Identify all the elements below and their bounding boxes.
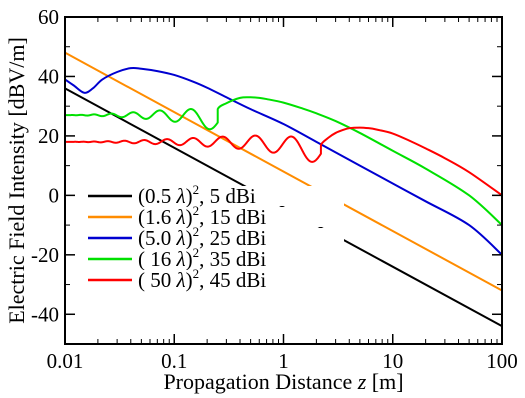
legend-entry-label: (1.6 λ)2, 15 dBi bbox=[138, 203, 266, 229]
legend-label-part: ) bbox=[186, 226, 193, 250]
legend-label-superscript: 2 bbox=[193, 245, 200, 260]
legend-label-part: ) bbox=[186, 205, 193, 229]
legend-entry-label: (5.0 λ)2, 25 dBi bbox=[138, 224, 266, 250]
legend-label-superscript: 2 bbox=[193, 203, 200, 218]
x-tick-label: 1 bbox=[278, 349, 289, 373]
legend-label-gain: , 45 dBi bbox=[199, 268, 266, 292]
y-tick-label: 0 bbox=[49, 183, 60, 207]
y-tick-label: 40 bbox=[38, 64, 59, 88]
plot-frame bbox=[64, 16, 503, 345]
legend-label-part: λ bbox=[176, 268, 186, 292]
x-axis-title-text: Propagation Distance bbox=[163, 369, 357, 394]
legend-label-part: λ bbox=[176, 184, 186, 208]
series-line-2 bbox=[65, 51, 502, 292]
legend-label-part: λ bbox=[176, 205, 186, 229]
legend-label-part: ) bbox=[186, 184, 193, 208]
legend-label-part: λ bbox=[176, 226, 186, 250]
legend-label-part: (5.0 bbox=[138, 226, 177, 250]
axis-ticks: 0.01 0.1 1 10 100 -40 -20 0 20 40 60 bbox=[31, 5, 518, 373]
x-tick-label: 0.1 bbox=[161, 349, 187, 373]
legend-entry-bg bbox=[86, 228, 344, 248]
legend-entry-bg bbox=[86, 207, 344, 227]
legend-label-part: ( 50 bbox=[138, 268, 177, 292]
x-axis-title-variable: z bbox=[357, 369, 367, 394]
x-axis-title-unit: [m] bbox=[366, 369, 403, 394]
legend-label-part: λ bbox=[176, 247, 186, 271]
x-tick-label: 10 bbox=[382, 349, 403, 373]
legend-label-superscript: 2 bbox=[193, 182, 200, 197]
y-tick-label: -20 bbox=[31, 243, 59, 267]
y-tick-label: 60 bbox=[38, 5, 59, 29]
legend-entry-label: ( 16 λ)2, 35 dBi bbox=[138, 245, 266, 271]
series-line-5 bbox=[65, 126, 502, 197]
series-line-3 bbox=[65, 66, 502, 256]
x-tick-label: 100 bbox=[486, 349, 518, 373]
legend-label-part: ) bbox=[186, 247, 193, 271]
legend-label-gain: , 5 dBi bbox=[199, 184, 256, 208]
legend-entry-bg bbox=[86, 270, 344, 290]
legend-entry-label: ( 50 λ)2, 45 dBi bbox=[138, 266, 266, 292]
legend: (0.5 λ)2, 5 dBi(1.6 λ)2, 15 dBi(5.0 λ)2,… bbox=[86, 182, 344, 292]
legend-label-gain: , 15 dBi bbox=[199, 205, 266, 229]
legend-entry-bg bbox=[86, 186, 344, 206]
legend-label-gain: , 25 dBi bbox=[199, 226, 266, 250]
legend-label-gain: , 35 dBi bbox=[199, 247, 266, 271]
legend-label-part: (0.5 bbox=[138, 184, 177, 208]
y-tick-label: -40 bbox=[31, 302, 59, 326]
legend-label-superscript: 2 bbox=[193, 266, 200, 281]
legend-entry-bg bbox=[86, 249, 344, 269]
x-axis-title: Propagation Distance z [m] bbox=[163, 369, 403, 394]
legend-label-part: (1.6 bbox=[138, 205, 177, 229]
series-line-4 bbox=[65, 96, 502, 226]
legend-entry-label: (0.5 λ)2, 5 dBi bbox=[138, 182, 256, 208]
y-axis-title: Electric Field Intensity [dBV/m] bbox=[4, 37, 29, 324]
x-tick-label: 0.01 bbox=[47, 349, 84, 373]
y-tick-label: 20 bbox=[38, 124, 59, 148]
legend-label-part: ) bbox=[186, 268, 193, 292]
legend-label-superscript: 2 bbox=[193, 224, 200, 239]
legend-label-part: ( 16 bbox=[138, 247, 177, 271]
